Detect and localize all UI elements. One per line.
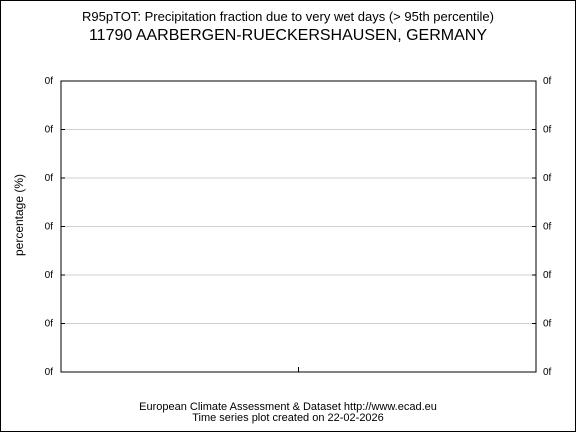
chart-title: R95pTOT: Precipitation fraction due to v…: [82, 9, 494, 24]
y-tick-label-right: 0f: [543, 270, 552, 281]
y-tick-label-left: 0f: [45, 173, 54, 184]
y-tick-label-right: 0f: [543, 76, 552, 87]
chart-subtitle: 11790 AARBERGEN-RUECKERSHAUSEN, GERMANY: [88, 27, 488, 44]
y-tick-label-right: 0f: [543, 222, 552, 233]
y-tick-label-left: 0f: [45, 319, 54, 330]
y-tick-label-right: 0f: [543, 319, 552, 330]
y-tick-label-left: 0f: [45, 367, 54, 378]
y-tick-label-right: 0f: [543, 367, 552, 378]
footer-credit: European Climate Assessment & Dataset ht…: [139, 401, 437, 413]
y-tick-label-right: 0f: [543, 125, 552, 136]
y-tick-label-left: 0f: [45, 222, 54, 233]
y-tick-label-left: 0f: [45, 270, 54, 281]
y-tick-label-left: 0f: [45, 125, 54, 136]
footer-created-date: Time series plot created on 22-02-2026: [192, 412, 384, 424]
y-tick-label-right: 0f: [543, 173, 552, 184]
plot-area-border: [60, 80, 537, 373]
y-tick-label-left: 0f: [45, 76, 54, 87]
